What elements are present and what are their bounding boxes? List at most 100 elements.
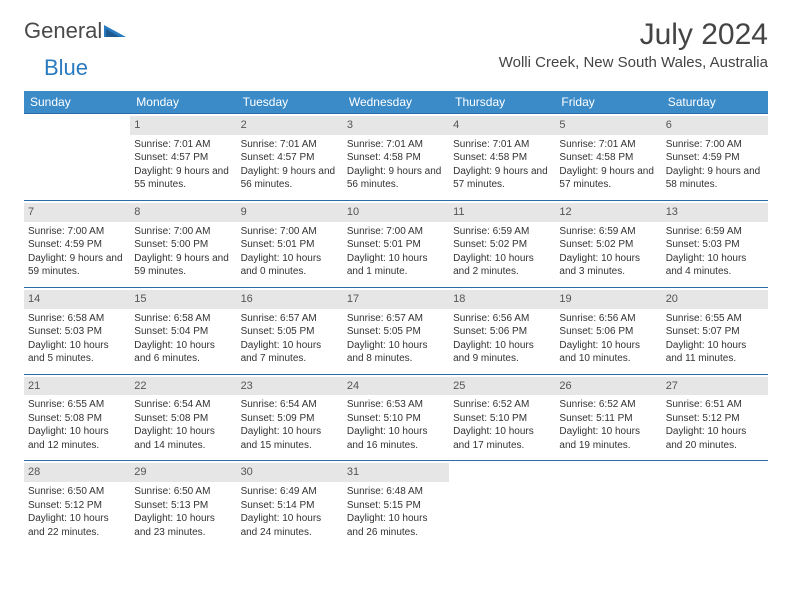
week-row: 14 Sunrise: 6:58 AM Sunset: 5:03 PM Dayligh… [24, 287, 768, 374]
sunrise-text: Sunrise: 7:00 AM [666, 138, 764, 152]
daylight-text: Daylight: 10 hours and 17 minutes. [453, 425, 551, 452]
sunset-text: Sunset: 5:05 PM [241, 325, 339, 339]
day-cell: 20Sunrise: 6:55 AMSunset: 5:07 PMDayligh… [662, 287, 768, 374]
calendar-grid: SundayMondayTuesdayWednesdayThursdayFrid… [24, 91, 768, 547]
daylight-text: Daylight: 10 hours and 26 minutes. [347, 512, 445, 539]
sunrise-text: Sunrise: 6:56 AM [559, 312, 657, 326]
sunset-text: Sunset: 5:03 PM [666, 238, 764, 252]
day-cell [449, 460, 555, 547]
logo: General [24, 18, 128, 44]
weekday-header: Saturday [662, 91, 768, 113]
daylight-text: Daylight: 10 hours and 3 minutes. [559, 252, 657, 279]
day-cell: 7Sunrise: 7:00 AMSunset: 4:59 PMDaylight… [24, 200, 130, 287]
sunset-text: Sunset: 5:12 PM [666, 412, 764, 426]
day-number: 14 [24, 290, 130, 309]
daylight-text: Daylight: 10 hours and 1 minute. [347, 252, 445, 279]
sunset-text: Sunset: 5:02 PM [453, 238, 551, 252]
day-cell: 26Sunrise: 6:52 AMSunset: 5:11 PMDayligh… [555, 374, 661, 461]
day-cell: 17Sunrise: 6:57 AMSunset: 5:05 PMDayligh… [343, 287, 449, 374]
day-cell: 31Sunrise: 6:48 AMSunset: 5:15 PMDayligh… [343, 460, 449, 547]
weekday-header: Sunday [24, 91, 130, 113]
sunset-text: Sunset: 5:14 PM [241, 499, 339, 513]
weekday-header: Monday [130, 91, 236, 113]
daylight-text: Daylight: 10 hours and 9 minutes. [453, 339, 551, 366]
day-cell: 25 Sunrise: 6:52 AMSunset: 5:10 PMDayligh… [449, 374, 555, 461]
sunset-text: Sunset: 5:04 PM [134, 325, 232, 339]
daylight-text: Daylight: 9 hours and 58 minutes. [666, 165, 764, 192]
day-cell: 15Sunrise: 6:58 AMSunset: 5:04 PMDayligh… [130, 287, 236, 374]
sunset-text: Sunset: 5:02 PM [559, 238, 657, 252]
day-number [662, 463, 768, 482]
week-row: 1Sunrise: 7:01 AMSunset: 4:57 PMDaylight… [24, 113, 768, 200]
daylight-text: Daylight: 9 hours and 56 minutes. [347, 165, 445, 192]
day-number: 28 [24, 463, 130, 482]
location-text: Wolli Creek, New South Wales, Australia [499, 54, 768, 71]
daylight-text: Daylight: 9 hours and 57 minutes. [453, 165, 551, 192]
daylight-text: Daylight: 10 hours and 2 minutes. [453, 252, 551, 279]
day-cell [555, 460, 661, 547]
sunset-text: Sunset: 4:57 PM [241, 151, 339, 165]
sunrise-text: Sunrise: 7:01 AM [347, 138, 445, 152]
day-number: 29 [130, 463, 236, 482]
sunset-text: Sunset: 4:58 PM [559, 151, 657, 165]
day-number: 10 [343, 203, 449, 222]
week-row: 21Sunrise: 6:55 AMSunset: 5:08 PMDayligh… [24, 374, 768, 461]
daylight-text: Daylight: 10 hours and 6 minutes. [134, 339, 232, 366]
sunset-text: Sunset: 5:07 PM [666, 325, 764, 339]
day-cell: 21Sunrise: 6:55 AMSunset: 5:08 PMDayligh… [24, 374, 130, 461]
sunset-text: Sunset: 5:03 PM [28, 325, 126, 339]
sunrise-text: Sunrise: 6:56 AM [453, 312, 551, 326]
day-number: 19 [555, 290, 661, 309]
day-number [449, 463, 555, 482]
sunset-text: Sunset: 5:08 PM [134, 412, 232, 426]
day-cell: 28Sunrise: 6:50 AMSunset: 5:12 PMDayligh… [24, 460, 130, 547]
sunrise-text: Sunrise: 6:50 AM [28, 485, 126, 499]
daylight-text: Daylight: 10 hours and 11 minutes. [666, 339, 764, 366]
sunset-text: Sunset: 5:05 PM [347, 325, 445, 339]
day-number: 16 [237, 290, 343, 309]
day-number: 25 [449, 377, 555, 396]
day-number: 4 [449, 116, 555, 135]
sunrise-text: Sunrise: 6:50 AM [134, 485, 232, 499]
sunset-text: Sunset: 5:01 PM [241, 238, 339, 252]
daylight-text: Daylight: 10 hours and 10 minutes. [559, 339, 657, 366]
daylight-text: Daylight: 10 hours and 16 minutes. [347, 425, 445, 452]
daylight-text: Daylight: 10 hours and 0 minutes. [241, 252, 339, 279]
sunrise-text: Sunrise: 7:01 AM [241, 138, 339, 152]
day-number: 30 [237, 463, 343, 482]
sunset-text: Sunset: 5:08 PM [28, 412, 126, 426]
sunrise-text: Sunrise: 6:57 AM [241, 312, 339, 326]
daylight-text: Daylight: 9 hours and 55 minutes. [134, 165, 232, 192]
day-number: 22 [130, 377, 236, 396]
sunset-text: Sunset: 5:11 PM [559, 412, 657, 426]
day-cell: 4Sunrise: 7:01 AMSunset: 4:58 PMDaylight… [449, 113, 555, 200]
sunrise-text: Sunrise: 6:55 AM [666, 312, 764, 326]
sunset-text: Sunset: 4:58 PM [453, 151, 551, 165]
day-cell: 16Sunrise: 6:57 AMSunset: 5:05 PMDayligh… [237, 287, 343, 374]
weeks-container: 1Sunrise: 7:01 AMSunset: 4:57 PMDaylight… [24, 113, 768, 547]
day-number: 1 [130, 116, 236, 135]
sunset-text: Sunset: 5:12 PM [28, 499, 126, 513]
sunset-text: Sunset: 4:58 PM [347, 151, 445, 165]
day-cell: 1Sunrise: 7:01 AMSunset: 4:57 PMDaylight… [130, 113, 236, 200]
weekday-header-row: SundayMondayTuesdayWednesdayThursdayFrid… [24, 91, 768, 113]
daylight-text: Daylight: 9 hours and 57 minutes. [559, 165, 657, 192]
sunrise-text: Sunrise: 6:57 AM [347, 312, 445, 326]
sunset-text: Sunset: 5:13 PM [134, 499, 232, 513]
daylight-text: Daylight: 10 hours and 14 minutes. [134, 425, 232, 452]
sunrise-text: Sunrise: 6:52 AM [453, 398, 551, 412]
sunrise-text: Sunrise: 6:51 AM [666, 398, 764, 412]
day-cell: 14Sunrise: 6:58 AMSunset: 5:03 PMDayligh… [24, 287, 130, 374]
day-number: 11 [449, 203, 555, 222]
sunset-text: Sunset: 5:09 PM [241, 412, 339, 426]
sunset-text: Sunset: 5:10 PM [453, 412, 551, 426]
sunrise-text: Sunrise: 7:00 AM [28, 225, 126, 239]
week-row: 28Sunrise: 6:50 AMSunset: 5:12 PMDayligh… [24, 460, 768, 547]
weekday-header: Friday [555, 91, 661, 113]
sunrise-text: Sunrise: 6:58 AM [134, 312, 232, 326]
sunset-text: Sunset: 5:10 PM [347, 412, 445, 426]
daylight-text: Daylight: 10 hours and 20 minutes. [666, 425, 764, 452]
logo-text-blue: Blue [44, 55, 88, 80]
sunrise-text: Sunrise: 6:53 AM [347, 398, 445, 412]
day-number: 12 [555, 203, 661, 222]
